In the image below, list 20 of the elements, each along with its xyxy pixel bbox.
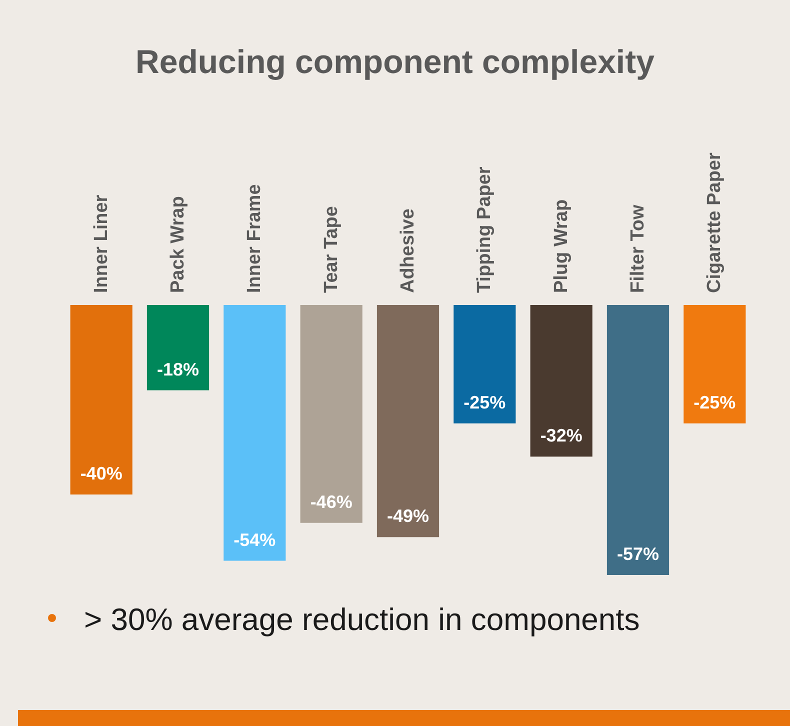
text: > 30% average reduction in components: [84, 602, 640, 637]
data-label: -57%: [616, 544, 660, 564]
x-tick-label: Tipping Paper: [474, 166, 496, 293]
data-label: -18%: [156, 359, 200, 380]
data-label: -46%: [310, 492, 352, 512]
x-tick-label: Adhesive: [398, 208, 418, 293]
data-label: -25%: [464, 392, 506, 412]
x-tick-label: Inner Frame: [244, 184, 266, 293]
chart-title: Reducing component complexity: [136, 43, 656, 80]
x-tick-label: Plug Wrap: [550, 199, 572, 293]
data-label: -25%: [694, 392, 736, 412]
x-tick-label: Pack Wrap: [168, 196, 188, 293]
data-label: -49%: [386, 506, 430, 526]
data-label: -54%: [234, 530, 276, 550]
x-tick-label: Filter Tow: [628, 204, 648, 293]
data-label: -32%: [540, 426, 582, 446]
data-label: -40%: [80, 463, 122, 484]
x-tick-label: Cigarette Paper: [704, 152, 726, 293]
x-tick-label: Tear Tape: [320, 206, 342, 293]
x-tick-label: Inner Liner: [90, 194, 112, 293]
